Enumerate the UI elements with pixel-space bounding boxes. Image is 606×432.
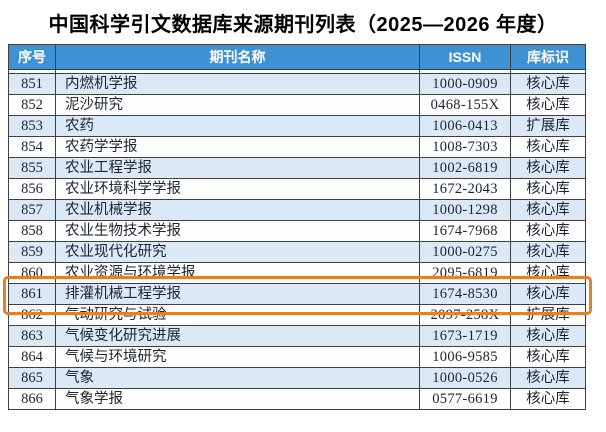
table-row: 864 气候与环境研究 1006-9585 核心库 xyxy=(8,346,586,368)
db-flag-cell: 核心库 xyxy=(510,388,586,410)
db-flag-cell: 扩展库 xyxy=(510,304,586,326)
issn-cell: 1000-0275 xyxy=(419,241,511,263)
row-number-cell: 858 xyxy=(8,220,56,242)
column-header-issn: ISSN xyxy=(419,44,511,70)
issn-cell: 0577-6619 xyxy=(419,388,511,410)
issn-cell: 1000-0909 xyxy=(419,73,511,95)
issn-cell: 1674-8530 xyxy=(419,283,511,305)
table-row: 863 气候变化研究进展 1673-1719 核心库 xyxy=(8,325,586,347)
db-flag-cell: 核心库 xyxy=(510,157,586,179)
db-flag-cell: 核心库 xyxy=(510,367,586,389)
db-flag-cell: 扩展库 xyxy=(510,115,586,137)
row-number-cell: 864 xyxy=(8,346,56,368)
table-row: 852 泥沙研究 0468-155X 核心库 xyxy=(8,94,586,116)
db-flag-cell: 核心库 xyxy=(510,178,586,200)
table-row: 862 气动研究与试验 2097-258X 扩展库 xyxy=(8,304,586,326)
journal-name-cell: 农药学学报 xyxy=(55,136,420,158)
row-number-cell: 860 xyxy=(8,262,56,284)
issn-cell: 0468-155X xyxy=(419,94,511,116)
row-number-cell: 854 xyxy=(8,136,56,158)
db-flag-cell: 核心库 xyxy=(510,325,586,347)
journal-name-cell: 农业生物技术学报 xyxy=(55,220,420,242)
journal-name-cell: 气动研究与试验 xyxy=(55,304,420,326)
db-flag-cell: 核心库 xyxy=(510,241,586,263)
journal-name-cell: 泥沙研究 xyxy=(55,94,420,116)
table-row: 851 内燃机学报 1000-0909 核心库 xyxy=(8,73,586,95)
journal-name-cell: 农业环境科学学报 xyxy=(55,178,420,200)
db-flag-cell: 核心库 xyxy=(510,94,586,116)
issn-cell: 1006-9585 xyxy=(419,346,511,368)
issn-cell: 1002-6819 xyxy=(419,157,511,179)
row-number-cell: 859 xyxy=(8,241,56,263)
column-header-no: 序号 xyxy=(8,44,56,70)
column-header-journal-name: 期刊名称 xyxy=(55,44,420,70)
table-body: 851 内燃机学报 1000-0909 核心库 852 泥沙研究 0468-15… xyxy=(8,73,586,410)
table-row: 853 农药 1006-0413 扩展库 xyxy=(8,115,586,137)
journal-name-cell: 排灌机械工程学报 xyxy=(55,283,420,305)
issn-cell: 1008-7303 xyxy=(419,136,511,158)
table-row: 858 农业生物技术学报 1674-7968 核心库 xyxy=(8,220,586,242)
issn-cell: 1672-2043 xyxy=(419,178,511,200)
journal-table: 序号 期刊名称 ISSN 库标识 851 内燃机学报 1000-0909 核心库… xyxy=(8,44,586,410)
table-row: 855 农业工程学报 1002-6819 核心库 xyxy=(8,157,586,179)
issn-cell: 1000-1298 xyxy=(419,199,511,221)
row-number-cell: 856 xyxy=(8,178,56,200)
row-number-cell: 865 xyxy=(8,367,56,389)
journal-name-cell: 气象 xyxy=(55,367,420,389)
journal-name-cell: 气候变化研究进展 xyxy=(55,325,420,347)
column-header-db-flag: 库标识 xyxy=(510,44,586,70)
journal-name-cell: 气象学报 xyxy=(55,388,420,410)
journal-name-cell: 农药 xyxy=(55,115,420,137)
db-flag-cell: 核心库 xyxy=(510,220,586,242)
journal-name-cell: 农业工程学报 xyxy=(55,157,420,179)
issn-cell: 2097-258X xyxy=(419,304,511,326)
db-flag-cell: 核心库 xyxy=(510,283,586,305)
row-number-cell: 855 xyxy=(8,157,56,179)
page-title: 中国科学引文数据库来源期刊列表（2025—2026 年度） xyxy=(48,14,558,36)
table-row: 865 气象 1000-0526 核心库 xyxy=(8,367,586,389)
db-flag-cell: 核心库 xyxy=(510,262,586,284)
issn-cell: 1006-0413 xyxy=(419,115,511,137)
db-flag-cell: 核心库 xyxy=(510,73,586,95)
db-flag-cell: 核心库 xyxy=(510,346,586,368)
issn-cell: 1000-0526 xyxy=(419,367,511,389)
issn-cell: 2095-6819 xyxy=(419,262,511,284)
table-row: 860 农业资源与环境学报 2095-6819 核心库 xyxy=(8,262,586,284)
row-number-cell: 857 xyxy=(8,199,56,221)
table-row: 856 农业环境科学学报 1672-2043 核心库 xyxy=(8,178,586,200)
journal-name-cell: 农业现代化研究 xyxy=(55,241,420,263)
journal-name-cell: 气候与环境研究 xyxy=(55,346,420,368)
journal-name-cell: 农业机械学报 xyxy=(55,199,420,221)
db-flag-cell: 核心库 xyxy=(510,199,586,221)
row-number-cell: 852 xyxy=(8,94,56,116)
row-number-cell: 862 xyxy=(8,304,56,326)
table-row: 857 农业机械学报 1000-1298 核心库 xyxy=(8,199,586,221)
header-row: 序号 期刊名称 ISSN 库标识 xyxy=(8,44,586,70)
row-number-cell: 851 xyxy=(8,73,56,95)
issn-cell: 1673-1719 xyxy=(419,325,511,347)
row-number-cell: 861 xyxy=(8,283,56,305)
issn-cell: 1674-7968 xyxy=(419,220,511,242)
table-row: 854 农药学学报 1008-7303 核心库 xyxy=(8,136,586,158)
journal-name-cell: 内燃机学报 xyxy=(55,73,420,95)
table-row: 861 排灌机械工程学报 1674-8530 核心库 xyxy=(8,283,586,305)
journal-name-cell: 农业资源与环境学报 xyxy=(55,262,420,284)
row-number-cell: 863 xyxy=(8,325,56,347)
table-header: 序号 期刊名称 ISSN 库标识 xyxy=(8,44,586,74)
table-row: 866 气象学报 0577-6619 核心库 xyxy=(8,388,586,410)
row-number-cell: 853 xyxy=(8,115,56,137)
row-number-cell: 866 xyxy=(8,388,56,410)
table-row: 859 农业现代化研究 1000-0275 核心库 xyxy=(8,241,586,263)
db-flag-cell: 核心库 xyxy=(510,136,586,158)
